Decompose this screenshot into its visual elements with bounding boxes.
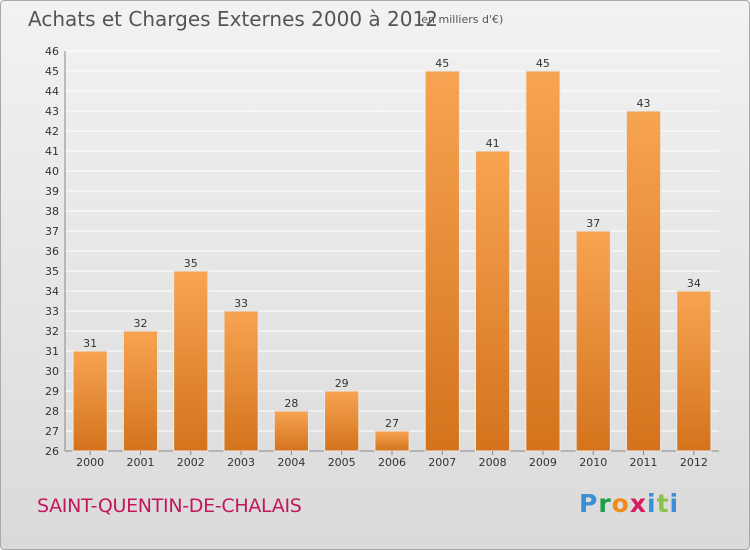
logo-letter: r [598, 489, 612, 518]
bar [122, 330, 159, 452]
data-label: 41 [486, 137, 500, 150]
data-label: 28 [284, 397, 298, 410]
x-tick-label: 2012 [680, 456, 708, 469]
y-tick-label: 31 [45, 345, 59, 358]
data-label: 32 [133, 317, 147, 330]
bar [173, 270, 209, 452]
y-tick-label: 43 [45, 105, 59, 118]
chart-unit-label: (en milliers d'€) [417, 13, 504, 26]
y-tick-label: 34 [45, 285, 59, 298]
y-tick-label: 44 [45, 85, 59, 98]
data-label: 45 [536, 57, 550, 70]
x-tick-label: 2001 [126, 456, 154, 469]
x-tick-label: 2002 [177, 456, 205, 469]
bars [72, 70, 712, 452]
data-label: 27 [385, 417, 399, 430]
y-tick-label: 41 [45, 145, 59, 158]
bar [324, 390, 360, 452]
grid-lines [65, 50, 719, 452]
proxiti-logo: Proxiti [579, 489, 679, 518]
x-tick-label: 2007 [428, 456, 456, 469]
y-tick-labels: 26 27 28 29 30 31 32 33 34 35 36 37 38 39 40 41 42 43 44 45… [45, 45, 59, 458]
y-tick-label: 40 [45, 165, 59, 178]
data-label: 33 [234, 297, 248, 310]
y-tick-label: 33 [45, 305, 59, 318]
data-label: 45 [435, 57, 449, 70]
logo-letter: x [629, 489, 647, 518]
y-tick-label: 28 [45, 405, 59, 418]
y-tick-label: 26 [45, 445, 59, 458]
logo-letter: o [611, 489, 630, 518]
bar [676, 290, 712, 452]
logo-letter: i [647, 489, 657, 518]
y-tick-label: 35 [45, 265, 59, 278]
y-tick-label: 36 [45, 245, 59, 258]
x-tick-label: 2000 [76, 456, 104, 469]
data-labels: 31 32 35 33 28 29 27 45 41 45 37 43 34 [83, 57, 701, 430]
x-tick-label: 2011 [630, 456, 658, 469]
data-label: 31 [83, 337, 97, 350]
bar [72, 350, 108, 452]
y-tick-label: 30 [45, 365, 59, 378]
x-tick-label: 2006 [378, 456, 406, 469]
logo-letter: i [669, 489, 680, 518]
x-tick-label: 2008 [479, 456, 507, 469]
y-tick-label: 32 [45, 325, 59, 338]
x-tick-label: 2004 [277, 456, 305, 469]
chart-title: Achats et Charges Externes 2000 à 2012 [28, 7, 438, 31]
y-tick-label: 27 [45, 425, 59, 438]
bar [223, 310, 259, 452]
x-tick-label: 2009 [529, 456, 557, 469]
bar [475, 150, 511, 452]
data-label: 43 [637, 97, 651, 110]
y-tick-label: 45 [45, 65, 59, 78]
logo-letter: t [656, 489, 670, 518]
bar [525, 70, 561, 452]
bar [273, 410, 309, 452]
x-tick-label: 2003 [227, 456, 255, 469]
data-label: 29 [335, 377, 349, 390]
y-tick-label: 29 [45, 385, 59, 398]
y-tick-label: 38 [45, 205, 59, 218]
data-label: 34 [687, 277, 701, 290]
x-tick-label: 2005 [328, 456, 356, 469]
commune-name: SAINT-QUENTIN-DE-CHALAIS [37, 495, 302, 517]
y-tick-label: 37 [45, 225, 59, 238]
x-tick-label: 2010 [579, 456, 607, 469]
y-tick-label: 46 [45, 45, 59, 58]
y-tick-label: 39 [45, 185, 59, 198]
logo-letter: P [579, 489, 599, 518]
bar [625, 110, 662, 452]
data-label: 35 [184, 257, 198, 270]
data-label: 37 [586, 217, 600, 230]
bar [424, 70, 460, 452]
bar [374, 430, 410, 452]
x-tick-labels: 2000 2001 2002 2003 2004 2005 2006 2007 2008 2009… [76, 451, 708, 469]
bar [575, 230, 611, 452]
y-tick-label: 42 [45, 125, 59, 138]
